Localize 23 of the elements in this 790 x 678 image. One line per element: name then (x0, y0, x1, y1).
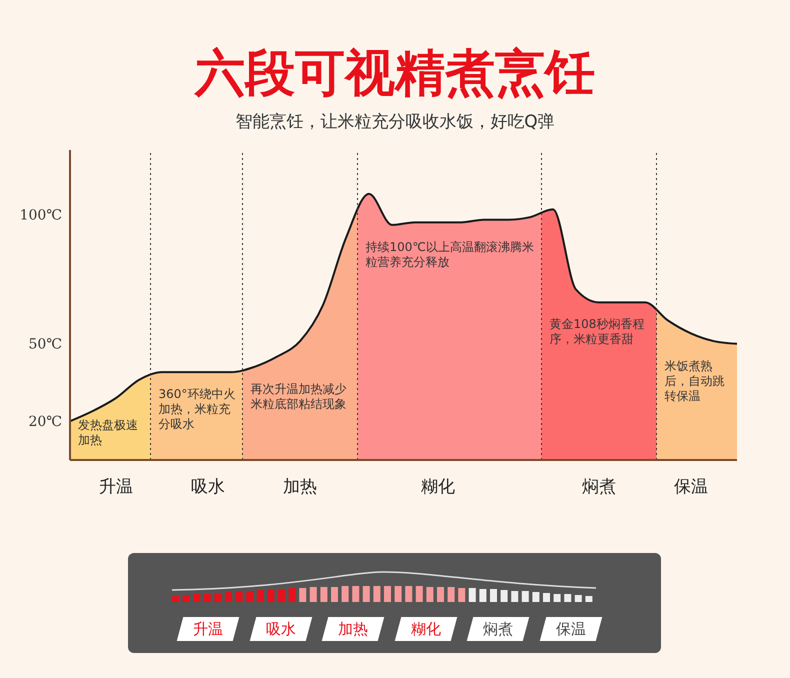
text: 保温 (556, 620, 586, 638)
y-tick-label: 100℃ (20, 208, 62, 224)
annotation: 发热盘极速加热 (78, 418, 139, 448)
annotation: 米饭煮熟后，自动跳转保温 (664, 358, 726, 404)
text: 焖煮 (483, 620, 513, 638)
text: 加热 (338, 620, 368, 638)
x-tick-label: 加热 (283, 477, 317, 498)
text: 吸水 (266, 620, 296, 638)
annotation: 360°环绕中火加热，米粒充分吸水 (158, 387, 236, 432)
x-tick-label: 糊化 (421, 477, 455, 498)
y-tick-label: 20℃ (28, 414, 62, 430)
annotation: 再次升温加热减少米粒底部粘结现象 (250, 382, 348, 412)
x-tick-label: 保温 (674, 477, 708, 498)
chart-title: 六段可视精煮烹饪 (193, 43, 596, 104)
annotation: 持续100℃以上高温翻滚沸腾米粒营养充分释放 (366, 240, 535, 270)
x-tick-label: 焖煮 (582, 477, 616, 498)
chart-subtitle: 智能烹饪，让米粒充分吸收水饭，好吃Q弹 (234, 111, 556, 133)
text: 升温 (193, 620, 223, 638)
text: 糊化 (410, 620, 440, 638)
x-tick-label: 吸水 (191, 477, 225, 498)
x-tick-label: 升温 (99, 477, 133, 498)
y-tick-label: 50℃ (28, 336, 62, 353)
annotation: 黄金108秒焖香程序，米粒更香甜 (550, 317, 646, 348)
